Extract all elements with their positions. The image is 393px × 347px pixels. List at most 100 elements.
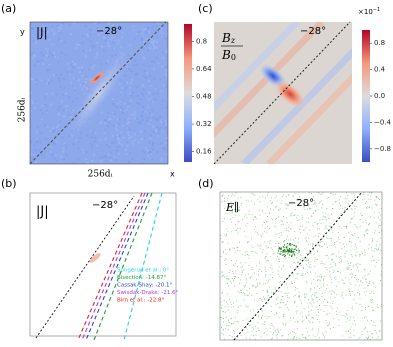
core-point <box>291 254 293 256</box>
noise <box>118 134 121 137</box>
noise <box>46 50 49 53</box>
point <box>240 267 242 269</box>
noise <box>74 63 77 66</box>
point <box>320 242 322 243</box>
noise <box>107 44 110 47</box>
title-numerator-sub: z <box>230 36 236 45</box>
point <box>252 193 254 195</box>
noise <box>72 77 75 80</box>
point <box>303 205 305 207</box>
point <box>336 285 338 287</box>
noise <box>159 30 162 33</box>
colorbar-tick-label: 0.16 <box>196 148 212 156</box>
noise <box>104 119 107 122</box>
point <box>247 273 249 275</box>
noise <box>68 96 71 99</box>
point <box>245 213 247 215</box>
point <box>224 197 225 199</box>
point <box>230 195 232 197</box>
noise <box>40 51 43 54</box>
point <box>230 323 232 325</box>
noise <box>86 161 89 164</box>
angle-line <box>233 191 363 341</box>
noise <box>91 66 94 69</box>
point <box>226 293 228 295</box>
point <box>318 202 320 204</box>
noise <box>105 144 108 147</box>
point <box>332 203 334 205</box>
point <box>341 248 343 249</box>
noise <box>37 60 40 63</box>
noise <box>36 35 39 38</box>
noise <box>138 50 141 53</box>
point <box>315 203 317 205</box>
noise <box>38 149 41 152</box>
point <box>279 302 281 304</box>
noise <box>108 118 111 121</box>
point <box>348 319 350 321</box>
noise <box>162 123 165 126</box>
point <box>314 292 316 294</box>
point <box>352 234 354 236</box>
point <box>254 298 256 300</box>
noise <box>81 34 84 37</box>
point <box>376 262 377 263</box>
core-point <box>289 248 291 250</box>
point <box>285 196 287 197</box>
noise <box>142 106 145 109</box>
point <box>376 337 378 339</box>
point <box>341 259 342 261</box>
noise <box>94 132 97 135</box>
point <box>249 324 251 326</box>
point <box>354 277 356 279</box>
point <box>331 293 332 295</box>
noise <box>136 72 139 75</box>
point <box>234 201 236 203</box>
point <box>329 322 330 324</box>
noise <box>57 124 60 127</box>
core-point <box>282 251 284 253</box>
core-point <box>287 253 289 255</box>
point <box>267 247 269 249</box>
point <box>221 291 223 293</box>
noise <box>147 43 150 46</box>
point <box>310 303 312 305</box>
point <box>286 238 288 240</box>
noise <box>156 151 159 154</box>
point <box>310 261 312 263</box>
point <box>272 202 273 204</box>
point <box>367 338 369 340</box>
noise <box>164 65 167 68</box>
point <box>250 250 252 252</box>
point <box>312 294 314 296</box>
point <box>269 212 271 214</box>
noise <box>59 27 62 30</box>
noise <box>64 125 67 128</box>
noise <box>77 158 80 161</box>
point <box>348 282 350 284</box>
noise <box>159 78 162 81</box>
point <box>237 209 239 211</box>
point <box>302 333 304 335</box>
point <box>258 262 260 264</box>
point <box>342 292 344 294</box>
point <box>284 240 286 241</box>
point <box>242 266 244 268</box>
point <box>248 214 250 215</box>
point <box>252 284 254 286</box>
point <box>331 266 333 268</box>
point <box>257 234 259 236</box>
noise <box>68 67 71 70</box>
point <box>250 276 252 278</box>
point <box>335 311 337 313</box>
noise <box>165 123 168 126</box>
noise <box>128 137 131 140</box>
point <box>371 301 373 303</box>
noise <box>59 120 62 123</box>
point <box>240 204 242 206</box>
noise <box>116 133 119 136</box>
point <box>381 287 382 289</box>
point <box>319 283 321 285</box>
noise <box>151 109 154 112</box>
noise <box>134 59 137 62</box>
